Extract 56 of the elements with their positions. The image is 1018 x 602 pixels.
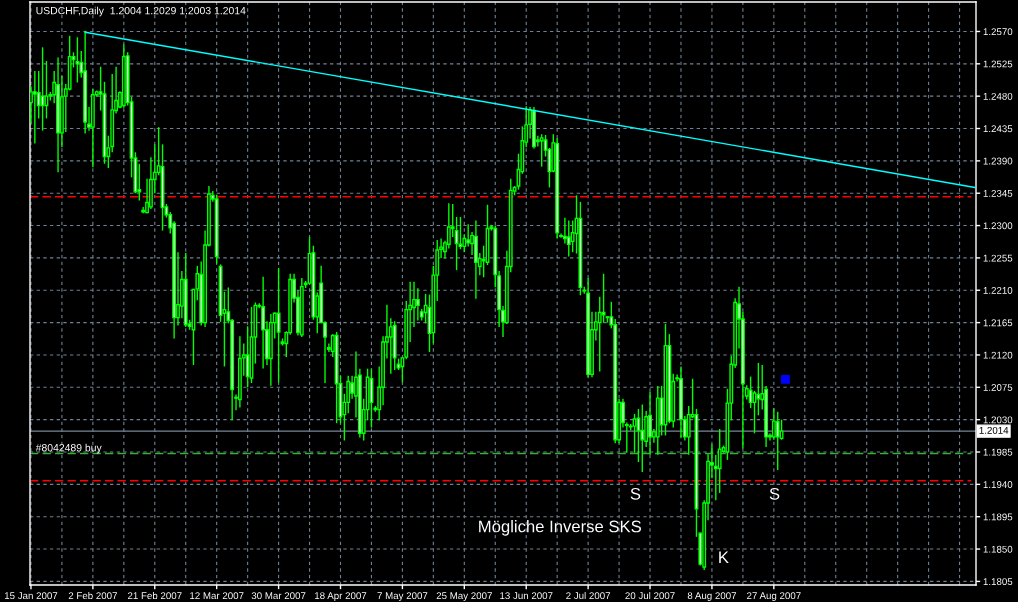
y-tick-label: 1.2210 — [983, 287, 1013, 294]
x-tick-label: 20 Jul 2007 — [625, 591, 675, 600]
x-tick-label: 21 Feb 2007 — [127, 591, 182, 600]
annotation: S — [769, 487, 780, 500]
y-tick-label: 1.2075 — [983, 384, 1013, 391]
y-tick-label: 1.2120 — [983, 351, 1013, 359]
candlestick — [415, 288, 420, 321]
candlestick — [717, 429, 722, 493]
candlestick — [454, 216, 459, 271]
x-tick-label: 2 Jul 2007 — [566, 591, 611, 600]
x-tick-label: 15 Jan 2007 — [4, 592, 58, 600]
annotation: Mögliche Inverse SKS — [479, 520, 641, 536]
candlestick — [245, 326, 250, 388]
candlestick — [466, 224, 471, 247]
y-tick-label: 1.2525 — [983, 60, 1013, 68]
annotation: K — [719, 551, 729, 564]
y-tick-label: 1.2480 — [983, 92, 1013, 100]
candlestick — [562, 217, 567, 244]
y-tick-label: 1.2435 — [983, 125, 1013, 133]
y-tick-label: 1.1805 — [983, 578, 1013, 586]
x-tick-label: 2 Feb 2007 — [68, 591, 117, 600]
candlestick — [775, 411, 780, 470]
x-tick-label: 30 Mar 2007 — [251, 592, 306, 600]
candlestick — [350, 375, 355, 399]
y-tick-label: 1.2570 — [983, 28, 1013, 36]
ref-line-label: #8042489 buy — [35, 443, 102, 454]
candlestick — [601, 273, 606, 323]
candlestick — [756, 362, 761, 416]
x-tick-label: 13 Jun 2007 — [500, 592, 553, 600]
y-tick-label: 1.1850 — [983, 545, 1013, 553]
y-tick-label: 1.2390 — [983, 157, 1013, 165]
x-tick-label: 27 Aug 2007 — [747, 592, 801, 602]
chart-title: USDCHF,Daily 1.2004 1.2029 1.2003 1.2014 — [36, 6, 246, 17]
y-tick-label: 1.2255 — [983, 254, 1013, 262]
y-tick-label: 1.1940 — [983, 481, 1013, 488]
x-tick-label: 7 May 2007 — [377, 592, 428, 602]
y-tick-label: 1.1895 — [983, 513, 1013, 521]
candlestick — [636, 408, 641, 463]
y-tick-label: 1.1985 — [983, 448, 1013, 456]
candlestick — [539, 134, 544, 167]
y-tick-label: 1.2345 — [983, 189, 1013, 197]
y-tick-label: 1.2165 — [983, 319, 1013, 327]
y-tick-label: 1.2300 — [983, 222, 1013, 230]
candlestick — [648, 391, 652, 455]
x-tick-label: 12 Mar 2007 — [190, 592, 244, 600]
candlestick — [40, 47, 45, 131]
candlestick — [276, 268, 281, 383]
candlestick — [566, 220, 571, 257]
y-tick-label: 1.2030 — [983, 416, 1013, 424]
annotation: S — [630, 487, 641, 500]
candlestick — [75, 37, 80, 83]
x-tick-label: 8 Aug 2007 — [687, 592, 737, 602]
x-tick-label: 25 May 2007 — [436, 592, 492, 602]
x-tick-label: 18 Apr 2007 — [315, 592, 367, 602]
candlestick — [779, 419, 784, 440]
ref-line-label: 1.2014 — [979, 426, 1009, 434]
